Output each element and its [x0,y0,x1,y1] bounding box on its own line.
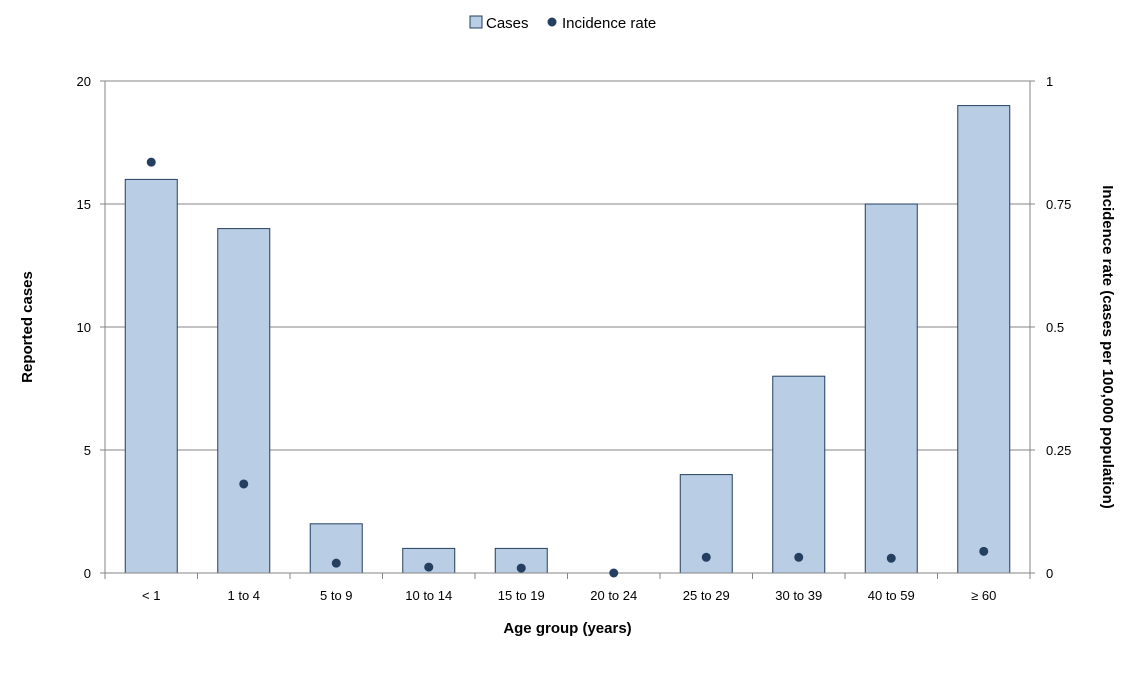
x-tick-label: 10 to 14 [405,588,452,603]
y2-tick-label: 0.25 [1046,443,1071,458]
x-tick-label: 20 to 24 [590,588,637,603]
point-incidence-rate [424,562,434,572]
point-incidence-rate [794,552,804,562]
bar-cases [124,178,178,574]
point-incidence-rate [609,568,619,578]
x-tick-label: 1 to 4 [227,588,260,603]
y-tick-label: 0 [84,566,91,581]
y-tick-label: 5 [84,443,91,458]
bar-cases [864,203,918,574]
x-tick-label: 15 to 19 [498,588,545,603]
bar-cases [217,228,271,574]
y2-tick-label: 0.75 [1046,197,1071,212]
point-incidence-rate [516,563,526,573]
x-tick-label: ≥ 60 [971,588,996,603]
point-incidence-rate [701,552,711,562]
bar-cases [679,474,733,574]
point-incidence-rate [331,558,341,568]
y-axis-title: Reported cases [19,271,36,383]
y-tick-label: 10 [77,320,91,335]
y2-tick-label: 0 [1046,566,1053,581]
legend-label-incidence-rate: Incidence rate [562,15,656,32]
point-incidence-rate [979,546,989,556]
bar-cases [957,105,1011,574]
point-incidence-rate [886,553,896,563]
y2-tick-label: 1 [1046,74,1053,89]
x-tick-label: 5 to 9 [320,588,353,603]
y2-tick-label: 0.5 [1046,320,1064,335]
legend-label-cases: Cases [486,15,529,32]
y-tick-label: 15 [77,197,91,212]
y-tick-label: 20 [77,74,91,89]
legend-marker-incidence-rate [547,17,557,27]
x-axis-title: Age group (years) [503,620,631,637]
bar-cases [772,375,826,574]
y2-axis-title: Incidence rate (cases per 100,000 popula… [1099,185,1116,508]
x-tick-label: 30 to 39 [775,588,822,603]
legend-swatch-cases [469,15,483,29]
point-incidence-rate [239,479,249,489]
point-incidence-rate [146,157,156,167]
x-tick-label: < 1 [142,588,160,603]
x-tick-label: 25 to 29 [683,588,730,603]
x-tick-label: 40 to 59 [868,588,915,603]
